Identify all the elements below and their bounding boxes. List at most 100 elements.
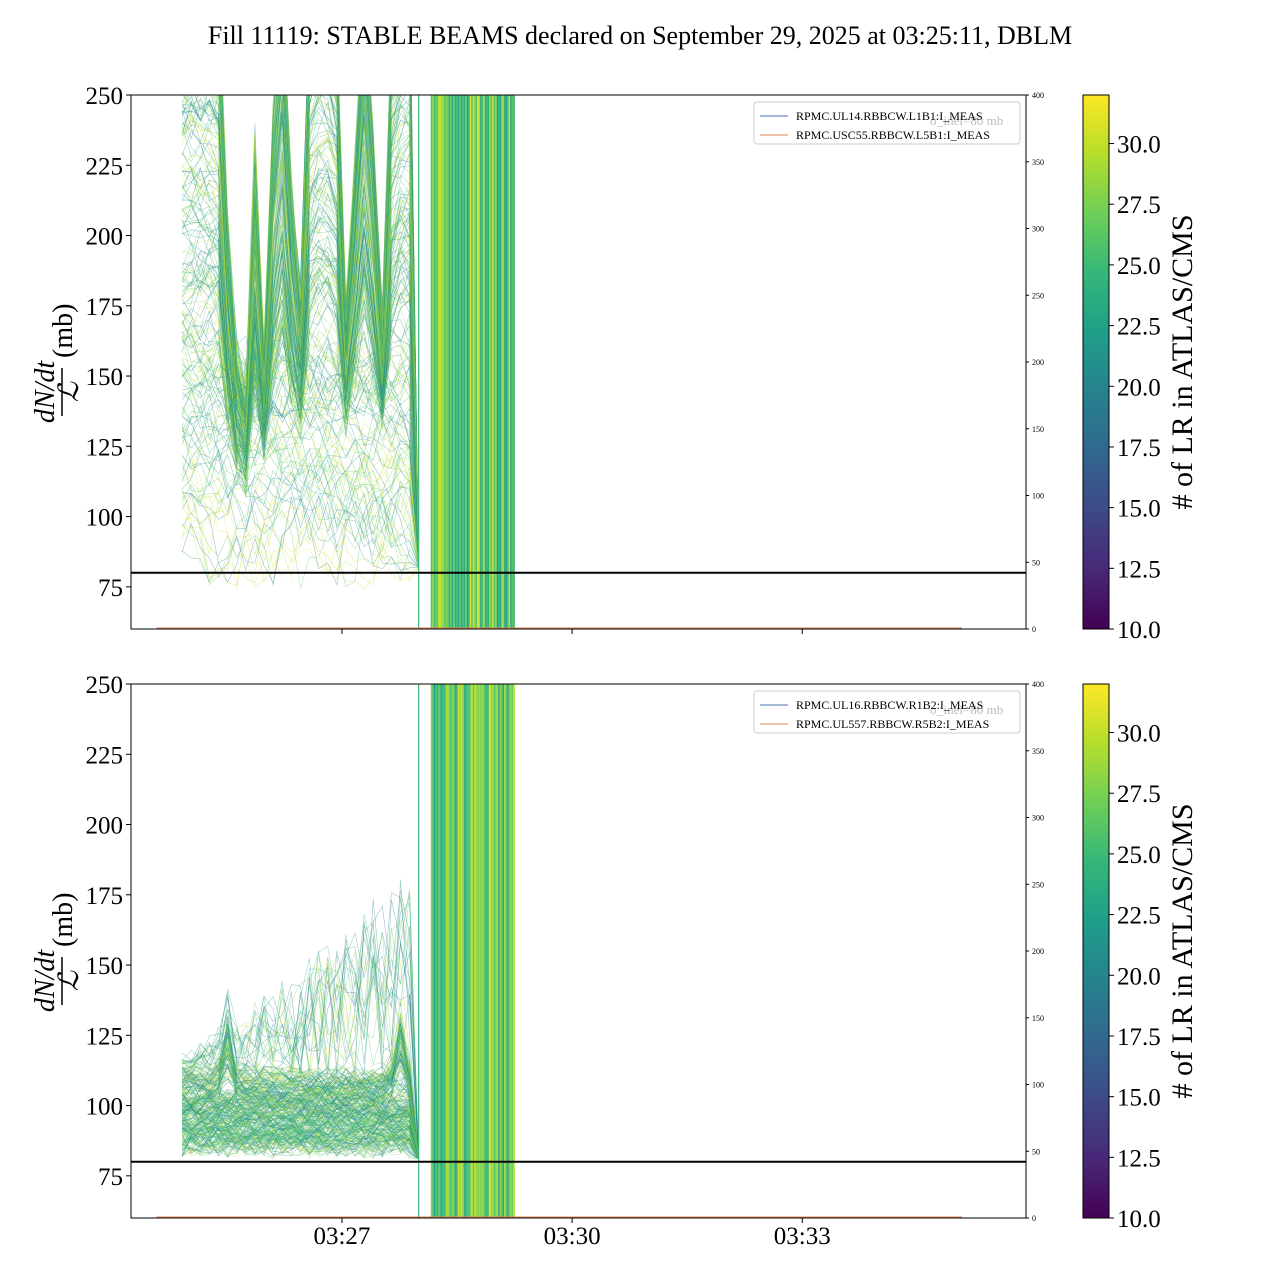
- bunch-trace: [181, 1093, 419, 1160]
- bunch-trace: [182, 1032, 419, 1160]
- bunch-trace: [181, 416, 419, 568]
- bunch-trace: [190, 95, 419, 568]
- bunch-trace: [181, 95, 419, 568]
- bunch-trace: [181, 1030, 419, 1160]
- bunch-trace: [181, 250, 419, 568]
- bunch-trace: [181, 1017, 419, 1160]
- bunch-trace: [181, 1099, 419, 1160]
- bunch-trace: [181, 1041, 419, 1160]
- bunch-trace: [182, 449, 419, 587]
- bunch-trace: [181, 1125, 419, 1160]
- bunch-trace: [181, 1116, 419, 1160]
- bunch-trace: [181, 1093, 419, 1160]
- bunch-trace: [219, 95, 419, 568]
- bunch-trace: [181, 1096, 419, 1160]
- right-tick-label: 300: [1032, 225, 1044, 234]
- bunch-trace: [181, 173, 419, 568]
- bunch-trace: [181, 1125, 419, 1160]
- bunch-trace: [181, 209, 419, 568]
- bunch-trace: [181, 1121, 419, 1160]
- bunch-trace: [181, 1130, 419, 1160]
- bunch-trace: [181, 368, 419, 568]
- colorbar-label: # of LR in ATLAS/CMS: [1166, 214, 1199, 509]
- bunch-trace: [181, 1106, 419, 1160]
- colorbar-bottom: 10.0 12.5 15.0 17.5 20.0 22.5 25.0 27.5 30.0 # of…: [1082, 683, 1199, 1233]
- bunch-trace: [181, 239, 419, 568]
- right-tick-label: 250: [1032, 880, 1044, 889]
- bunch-trace: [181, 1105, 419, 1160]
- bunch-trace: [213, 95, 419, 568]
- y-tick-label: 175: [86, 294, 124, 321]
- bunch-trace: [182, 1111, 419, 1160]
- bunch-trace: [181, 920, 419, 1160]
- bunch-trace: [181, 1094, 419, 1160]
- bunch-trace: [219, 95, 419, 568]
- bunch-trace: [181, 1120, 419, 1160]
- colorbar-tick-label: 25.0: [1117, 253, 1161, 280]
- bunch-trace: [182, 332, 419, 568]
- bunch-trace: [181, 1120, 419, 1160]
- saturated-band: [430, 95, 515, 629]
- bunch-trace: [181, 1099, 419, 1160]
- colorbar-tick-label: 10.0: [1117, 1206, 1161, 1233]
- bunch-trace: [181, 1089, 419, 1160]
- bunch-trace: [181, 1118, 419, 1160]
- bunch-trace: [181, 1132, 419, 1160]
- bunch-trace: [181, 1022, 419, 1160]
- bunch-trace: [220, 95, 419, 568]
- colorbar-tick-label: 20.0: [1117, 374, 1161, 401]
- bunch-trace: [181, 1070, 419, 1160]
- bunch-trace: [182, 170, 419, 568]
- bunch-trace: [181, 879, 419, 1160]
- colorbar-gradient: [1082, 94, 1110, 630]
- bunch-trace: [181, 403, 419, 568]
- bunch-trace: [181, 1118, 419, 1160]
- bunch-trace: [181, 1088, 419, 1160]
- y-axis-label: dN/dtℒ (mb): [30, 304, 85, 424]
- bunch-trace: [181, 1121, 419, 1160]
- bunch-trace: [181, 1123, 419, 1160]
- bunch-trace: [181, 378, 419, 568]
- legend-entry: RPMC.UL16.RBBCW.R1B2:I_MEAS: [796, 698, 983, 712]
- bunch-trace: [181, 989, 419, 1160]
- bunch-trace: [181, 1053, 419, 1160]
- bunch-trace: [181, 130, 419, 568]
- bunch-trace: [181, 1022, 419, 1160]
- bunch-trace: [181, 1024, 419, 1160]
- bunch-trace: [181, 300, 419, 568]
- bunch-trace: [182, 898, 419, 1160]
- bunch-trace: [181, 95, 419, 568]
- bunch-trace: [181, 1034, 419, 1160]
- bunch-trace: [181, 122, 419, 568]
- bunch-trace: [222, 95, 419, 568]
- bunch-trace: [219, 95, 419, 568]
- bunch-trace: [219, 95, 419, 568]
- bunch-trace: [182, 1118, 419, 1160]
- bunch-trace: [181, 1136, 419, 1160]
- bunch-trace: [181, 219, 419, 568]
- bunch-trace: [182, 892, 419, 1160]
- bunch-trace: [182, 1019, 419, 1160]
- bunch-trace: [182, 95, 419, 568]
- bunch-trace: [181, 1095, 419, 1160]
- y-tick-label: 200: [86, 224, 124, 251]
- bunch-trace: [181, 918, 419, 1160]
- y-label-numerator: dN/dt: [30, 360, 61, 423]
- bunch-trace: [182, 1114, 419, 1160]
- y-tick-label: 125: [86, 434, 124, 461]
- bunch-trace: [181, 118, 419, 568]
- bunch-trace: [181, 422, 419, 568]
- bunch-trace: [181, 392, 419, 568]
- bunch-trace: [181, 97, 419, 568]
- right-tick-label: 0: [1032, 1214, 1036, 1223]
- panel-top: 75 100 125 150 175 200 225 250 0 50 100 150 200 250 30…: [30, 83, 1044, 634]
- bunch-trace: [182, 1055, 419, 1160]
- bunch-trace: [219, 95, 419, 568]
- bunch-trace: [181, 1110, 419, 1160]
- bunch-trace: [181, 221, 419, 568]
- right-tick-label: 400: [1032, 91, 1044, 100]
- bunch-trace: [181, 125, 419, 568]
- bunch-trace: [181, 1115, 419, 1160]
- bunch-trace: [182, 1119, 419, 1160]
- bunch-trace: [181, 225, 419, 568]
